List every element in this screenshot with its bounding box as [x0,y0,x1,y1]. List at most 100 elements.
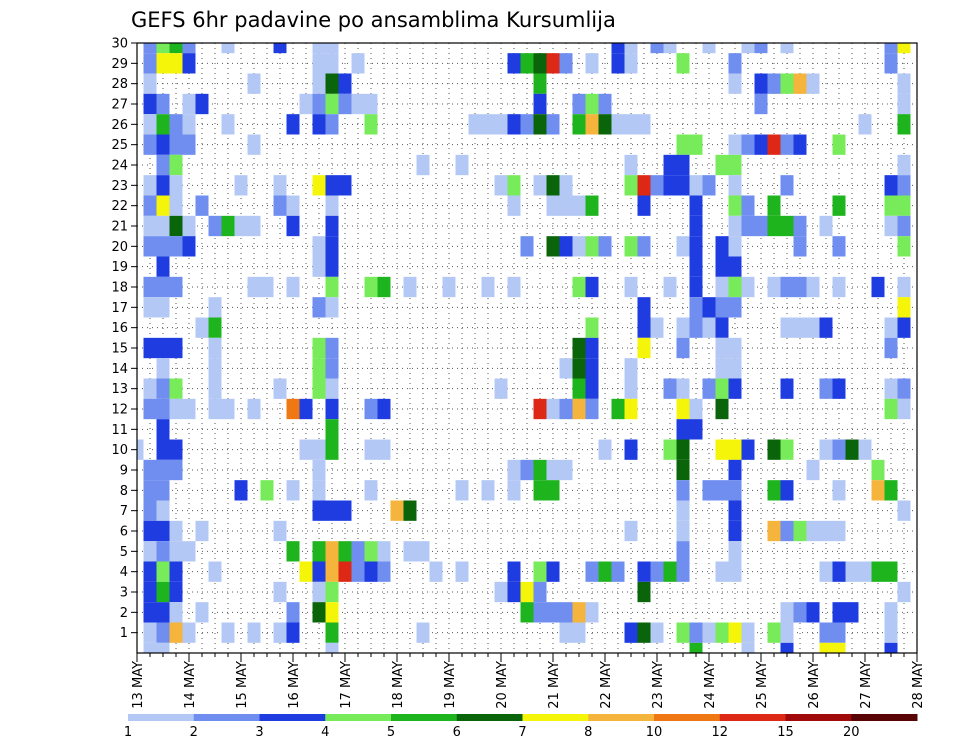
heatmap-cell [806,602,820,623]
heatmap-cell [767,195,781,216]
heatmap-cell [884,195,898,216]
heatmap-cell [598,439,612,460]
heatmap-cell [169,276,183,298]
heatmap-cell [754,73,768,94]
heatmap-cell [143,297,157,318]
heatmap-cell [715,358,729,379]
heatmap-cell [689,642,703,653]
heatmap-cell [533,53,547,74]
heatmap-cell [897,43,911,54]
heatmap-cell [286,276,300,298]
heatmap-cell [728,337,742,359]
heatmap-cell [364,480,378,501]
heatmap-cell [182,398,196,420]
y-tick-label: 9 [120,464,128,479]
heatmap-cell [585,358,599,379]
heatmap-cell [624,114,638,135]
heatmap-cell [793,73,807,94]
heatmap-cell [143,541,157,562]
heatmap-cell [715,378,729,399]
heatmap-cell [832,602,846,623]
heatmap-cell [884,622,898,643]
heatmap-cell [767,215,781,237]
heatmap-cell [143,602,157,623]
heatmap-cell [884,317,898,338]
heatmap-cell [325,642,339,653]
heatmap-cell [520,459,534,481]
heatmap-cell [702,43,716,54]
heatmap-cell [507,175,521,196]
heatmap-cell [286,398,300,420]
heatmap-cell [780,378,794,399]
x-tick-label: 22 MAY [599,661,614,709]
heatmap-cell [819,642,833,653]
heatmap-cell [143,175,157,196]
heatmap-cell [377,561,391,582]
heatmap-cell [676,500,690,521]
heatmap-cell [208,561,222,582]
colorbar-segment [522,714,589,721]
heatmap-cell [338,561,352,582]
x-tick-label: 20 MAY [495,661,510,709]
heatmap-cell [832,134,846,155]
heatmap-cell [143,622,157,643]
heatmap-cell [533,73,547,94]
heatmap-cell [689,297,703,318]
heatmap-cell [598,236,612,257]
heatmap-cell [676,175,690,196]
heatmap-cell [884,175,898,196]
heatmap-cell [182,43,196,54]
heatmap-cell [689,398,703,420]
heatmap-cell [338,541,352,562]
colorbar: 1 2 3 4 5 6 7 8 10 12 15 20 [124,714,918,740]
x-tick-label: 18 MAY [391,661,406,709]
heatmap-cell [884,561,898,582]
heatmap-cell [156,154,170,176]
y-tick-label: 6 [120,525,128,540]
heatmap-cell [585,561,599,582]
heatmap-cell [806,317,820,338]
heatmap-cell [156,358,170,379]
heatmap-cell [559,53,573,74]
heatmap-cell [663,378,677,399]
heatmap-cell [156,581,170,603]
heatmap-cell [286,114,300,135]
heatmap-cell [715,256,729,277]
x-tick-label: 16 MAY [287,661,302,709]
heatmap-cell [325,276,339,298]
heatmap-cell [169,541,183,562]
y-tick-label: 23 [111,179,128,194]
heatmap-cell [325,398,339,420]
colorbar-label: 6 [453,725,461,740]
heatmap-cell [741,642,755,653]
y-tick-label: 2 [120,606,128,621]
x-tick-label: 15 MAY [235,661,250,709]
x-tick-label: 25 MAY [755,661,770,709]
heatmap-cell [728,276,742,298]
heatmap-cell [806,459,820,481]
colorbar-segment [588,714,655,721]
colorbar-label: 4 [321,725,329,740]
heatmap-cell [767,73,781,94]
heatmap-cell [494,175,508,196]
heatmap-cell [728,480,742,501]
heatmap-cell [559,175,573,196]
heatmap-cell [676,439,690,460]
heatmap-cell [494,378,508,399]
heatmap-cell [728,459,742,481]
heatmap-cell [221,622,235,643]
heatmap-cell [741,43,755,54]
heatmap-cell [169,337,183,359]
heatmap-cell [208,337,222,359]
y-axis: 1234567891011121314151617181920212223242… [111,37,137,641]
heatmap-cell [637,236,651,257]
heatmap-cell [546,114,560,135]
heatmap-cell [676,154,690,176]
heatmap-cell [572,337,586,359]
heatmap-cell [728,236,742,257]
heatmap-cell [572,602,586,623]
heatmap-cell [858,114,872,135]
heatmap-cell [767,480,781,501]
heatmap-cell [715,297,729,318]
heatmap-cell [195,602,209,623]
